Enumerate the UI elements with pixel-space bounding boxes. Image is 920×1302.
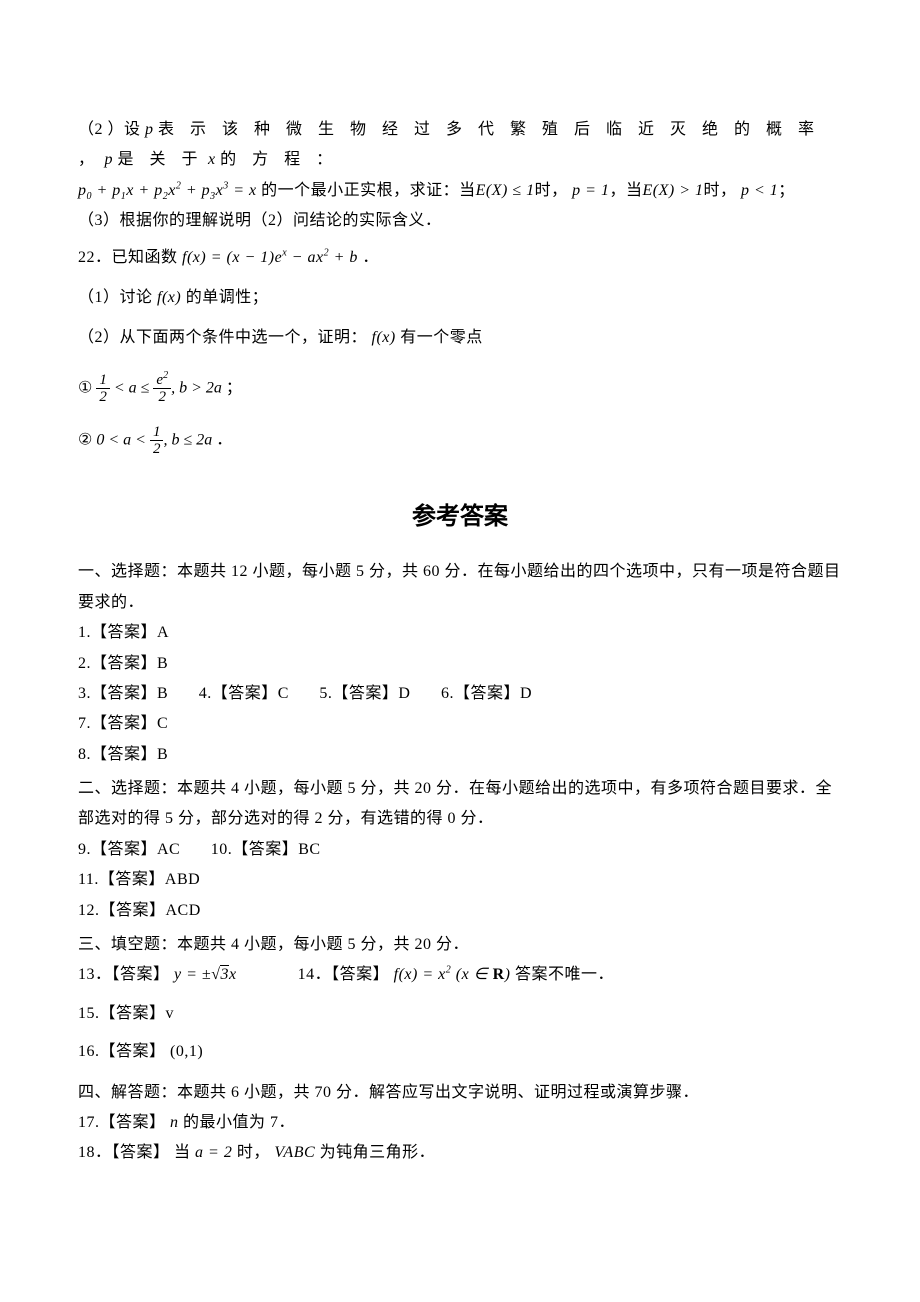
section1-head: 一、选择题：本题共 12 小题，每小题 5 分，共 60 分．在每小题给出的四个… [78, 557, 842, 618]
answer-9-10: 9.【答案】AC 10.【答案】BC [78, 835, 842, 865]
q21-part2-line2: p0 + p1x + p2x2 + p3x3 = x 的一个最小正实根，求证：当… [78, 176, 842, 206]
text: （2）从下面两个条件中选一个，证明： [78, 329, 367, 346]
text: 是 关 于 [118, 151, 204, 168]
answer-13-14: 13．【答案】 y = ±√3x 14．【答案】 f(x) = x2 (x ∈ … [78, 960, 842, 990]
text: 时， [535, 182, 568, 199]
p-lt-1: p < 1 [741, 182, 778, 199]
numerator: 1 [96, 372, 110, 390]
answer-9: 9.【答案】AC [78, 841, 180, 858]
text: ． [362, 249, 379, 266]
answer-17: 17.【答案】 n 的最小值为 7． [78, 1108, 842, 1138]
numerator: e2 [153, 372, 171, 390]
answer-5: 5.【答案】D [319, 685, 410, 702]
answer-8: 8.【答案】B [78, 740, 842, 770]
section4-head: 四、解答题：本题共 6 小题，共 70 分．解答应写出文字说明、证明过程或演算步… [78, 1078, 842, 1108]
text: 的 方 程 ： [220, 151, 338, 168]
tail: , b > 2a [171, 379, 222, 396]
answer-14-formula: f(x) = x2 (x ∈ R) [394, 966, 511, 983]
answer-4: 4.【答案】C [199, 685, 289, 702]
lead: 0 < a < [96, 431, 150, 448]
q22-option1: ① 1 2 < a ≤ e2 2 , b > 2a ； [78, 372, 842, 406]
section2-head: 二、选择题：本题共 4 小题，每小题 5 分，共 20 分．在每小题给出的选项中… [78, 774, 842, 835]
numerator: 1 [150, 424, 164, 442]
polynomial-equation: p0 + p1x + p2x2 + p3x3 = x [78, 182, 257, 199]
answer-1: 1.【答案】A [78, 618, 842, 648]
text: 为钝角三角形． [320, 1144, 436, 1161]
text: （2 ）设 [78, 121, 141, 138]
circled-1: ① [78, 379, 92, 396]
var-n: n [170, 1114, 179, 1131]
text: ； [778, 182, 795, 199]
answer-17-tail: 的最小值为 7． [183, 1114, 295, 1131]
text: 22．已知函数 [78, 249, 178, 266]
answer-12: 12.【答案】ACD [78, 896, 842, 926]
q22-head: 22．已知函数 f(x) = (x − 1)ex − ax2 + b ． [78, 243, 842, 273]
answer-17-label: 17.【答案】 [78, 1114, 166, 1131]
answer-16-label: 16.【答案】 [78, 1043, 166, 1060]
q22-function-def: f(x) = (x − 1)ex − ax2 + b [182, 249, 358, 266]
text: 时， [703, 182, 736, 199]
q22-part1: （1）讨论 f(x) 的单调性； [78, 283, 842, 313]
fraction-e2-2: e2 2 [153, 372, 171, 406]
text: ，当 [609, 182, 642, 199]
answer-7: 7.【答案】C [78, 709, 842, 739]
fraction-1-2: 1 2 [150, 424, 164, 458]
answer-3: 3.【答案】B [78, 685, 168, 702]
tail: , b ≤ 2a [163, 431, 212, 448]
circled-2: ② [78, 431, 92, 448]
var-x: x [208, 151, 216, 168]
answer-11: 11.【答案】ABD [78, 865, 842, 895]
q22-part2: （2）从下面两个条件中选一个，证明： f(x) 有一个零点 [78, 323, 842, 353]
denominator: 2 [153, 389, 171, 406]
answers-title: 参考答案 [78, 494, 842, 540]
q21-part3: （3）根据你的理解说明（2）问结论的实际含义． [78, 206, 842, 236]
a-eq-2: a = 2 [195, 1144, 232, 1161]
text: （1）讨论 [78, 289, 153, 306]
answer-18-label: 18．【答案】 当 [78, 1144, 191, 1161]
answer-3to6: 3.【答案】B 4.【答案】C 5.【答案】D 6.【答案】D [78, 679, 842, 709]
fraction-1-2: 1 2 [96, 372, 110, 406]
expectation-gt-1: E(X) > 1 [642, 182, 703, 199]
answer-14-label: 14．【答案】 [298, 966, 390, 983]
answer-18: 18．【答案】 当 a = 2 时， VABC 为钝角三角形． [78, 1138, 842, 1168]
var-p: p [105, 151, 114, 168]
q22-option2: ② 0 < a < 1 2 , b ≤ 2a ． [78, 424, 842, 458]
var-p: p [145, 121, 154, 138]
section3-head: 三、填空题：本题共 4 小题，每小题 5 分，共 20 分． [78, 930, 842, 960]
answer-13-formula: y = ±√3x [174, 965, 237, 983]
answer-16: 16.【答案】 (0,1) [78, 1037, 842, 1067]
answer-6: 6.【答案】D [441, 685, 532, 702]
page-container: （2 ）设 p 表 示 该 种 微 生 物 经 过 多 代 繁 殖 后 临 近 … [0, 0, 920, 1302]
answer-16-value: (0,1) [170, 1043, 203, 1060]
denominator: 2 [150, 441, 164, 458]
text: 的一个最小正实根，求证：当 [261, 182, 476, 199]
text: 时， [237, 1144, 270, 1161]
expectation-leq-1: E(X) ≤ 1 [476, 182, 535, 199]
p-eq-1: p = 1 [572, 182, 609, 199]
answer-10: 10.【答案】BC [211, 841, 321, 858]
fx: f(x) [372, 329, 396, 346]
answer-2: 2.【答案】B [78, 649, 842, 679]
denominator: 2 [96, 389, 110, 406]
answer-13-label: 13．【答案】 [78, 966, 170, 983]
triangle-abc: VABC [274, 1144, 315, 1161]
answer-15: 15.【答案】v [78, 999, 842, 1029]
q21-part2-line1: （2 ）设 p 表 示 该 种 微 生 物 经 过 多 代 繁 殖 后 临 近 … [78, 115, 842, 176]
answer-14-tail: 答案不唯一． [515, 966, 614, 983]
inequality-text: < a ≤ [114, 379, 154, 396]
text: ． [216, 431, 232, 448]
text: 有一个零点 [400, 329, 483, 346]
text: 的单调性； [186, 289, 269, 306]
text: ； [226, 379, 242, 396]
fx: f(x) [157, 289, 181, 306]
